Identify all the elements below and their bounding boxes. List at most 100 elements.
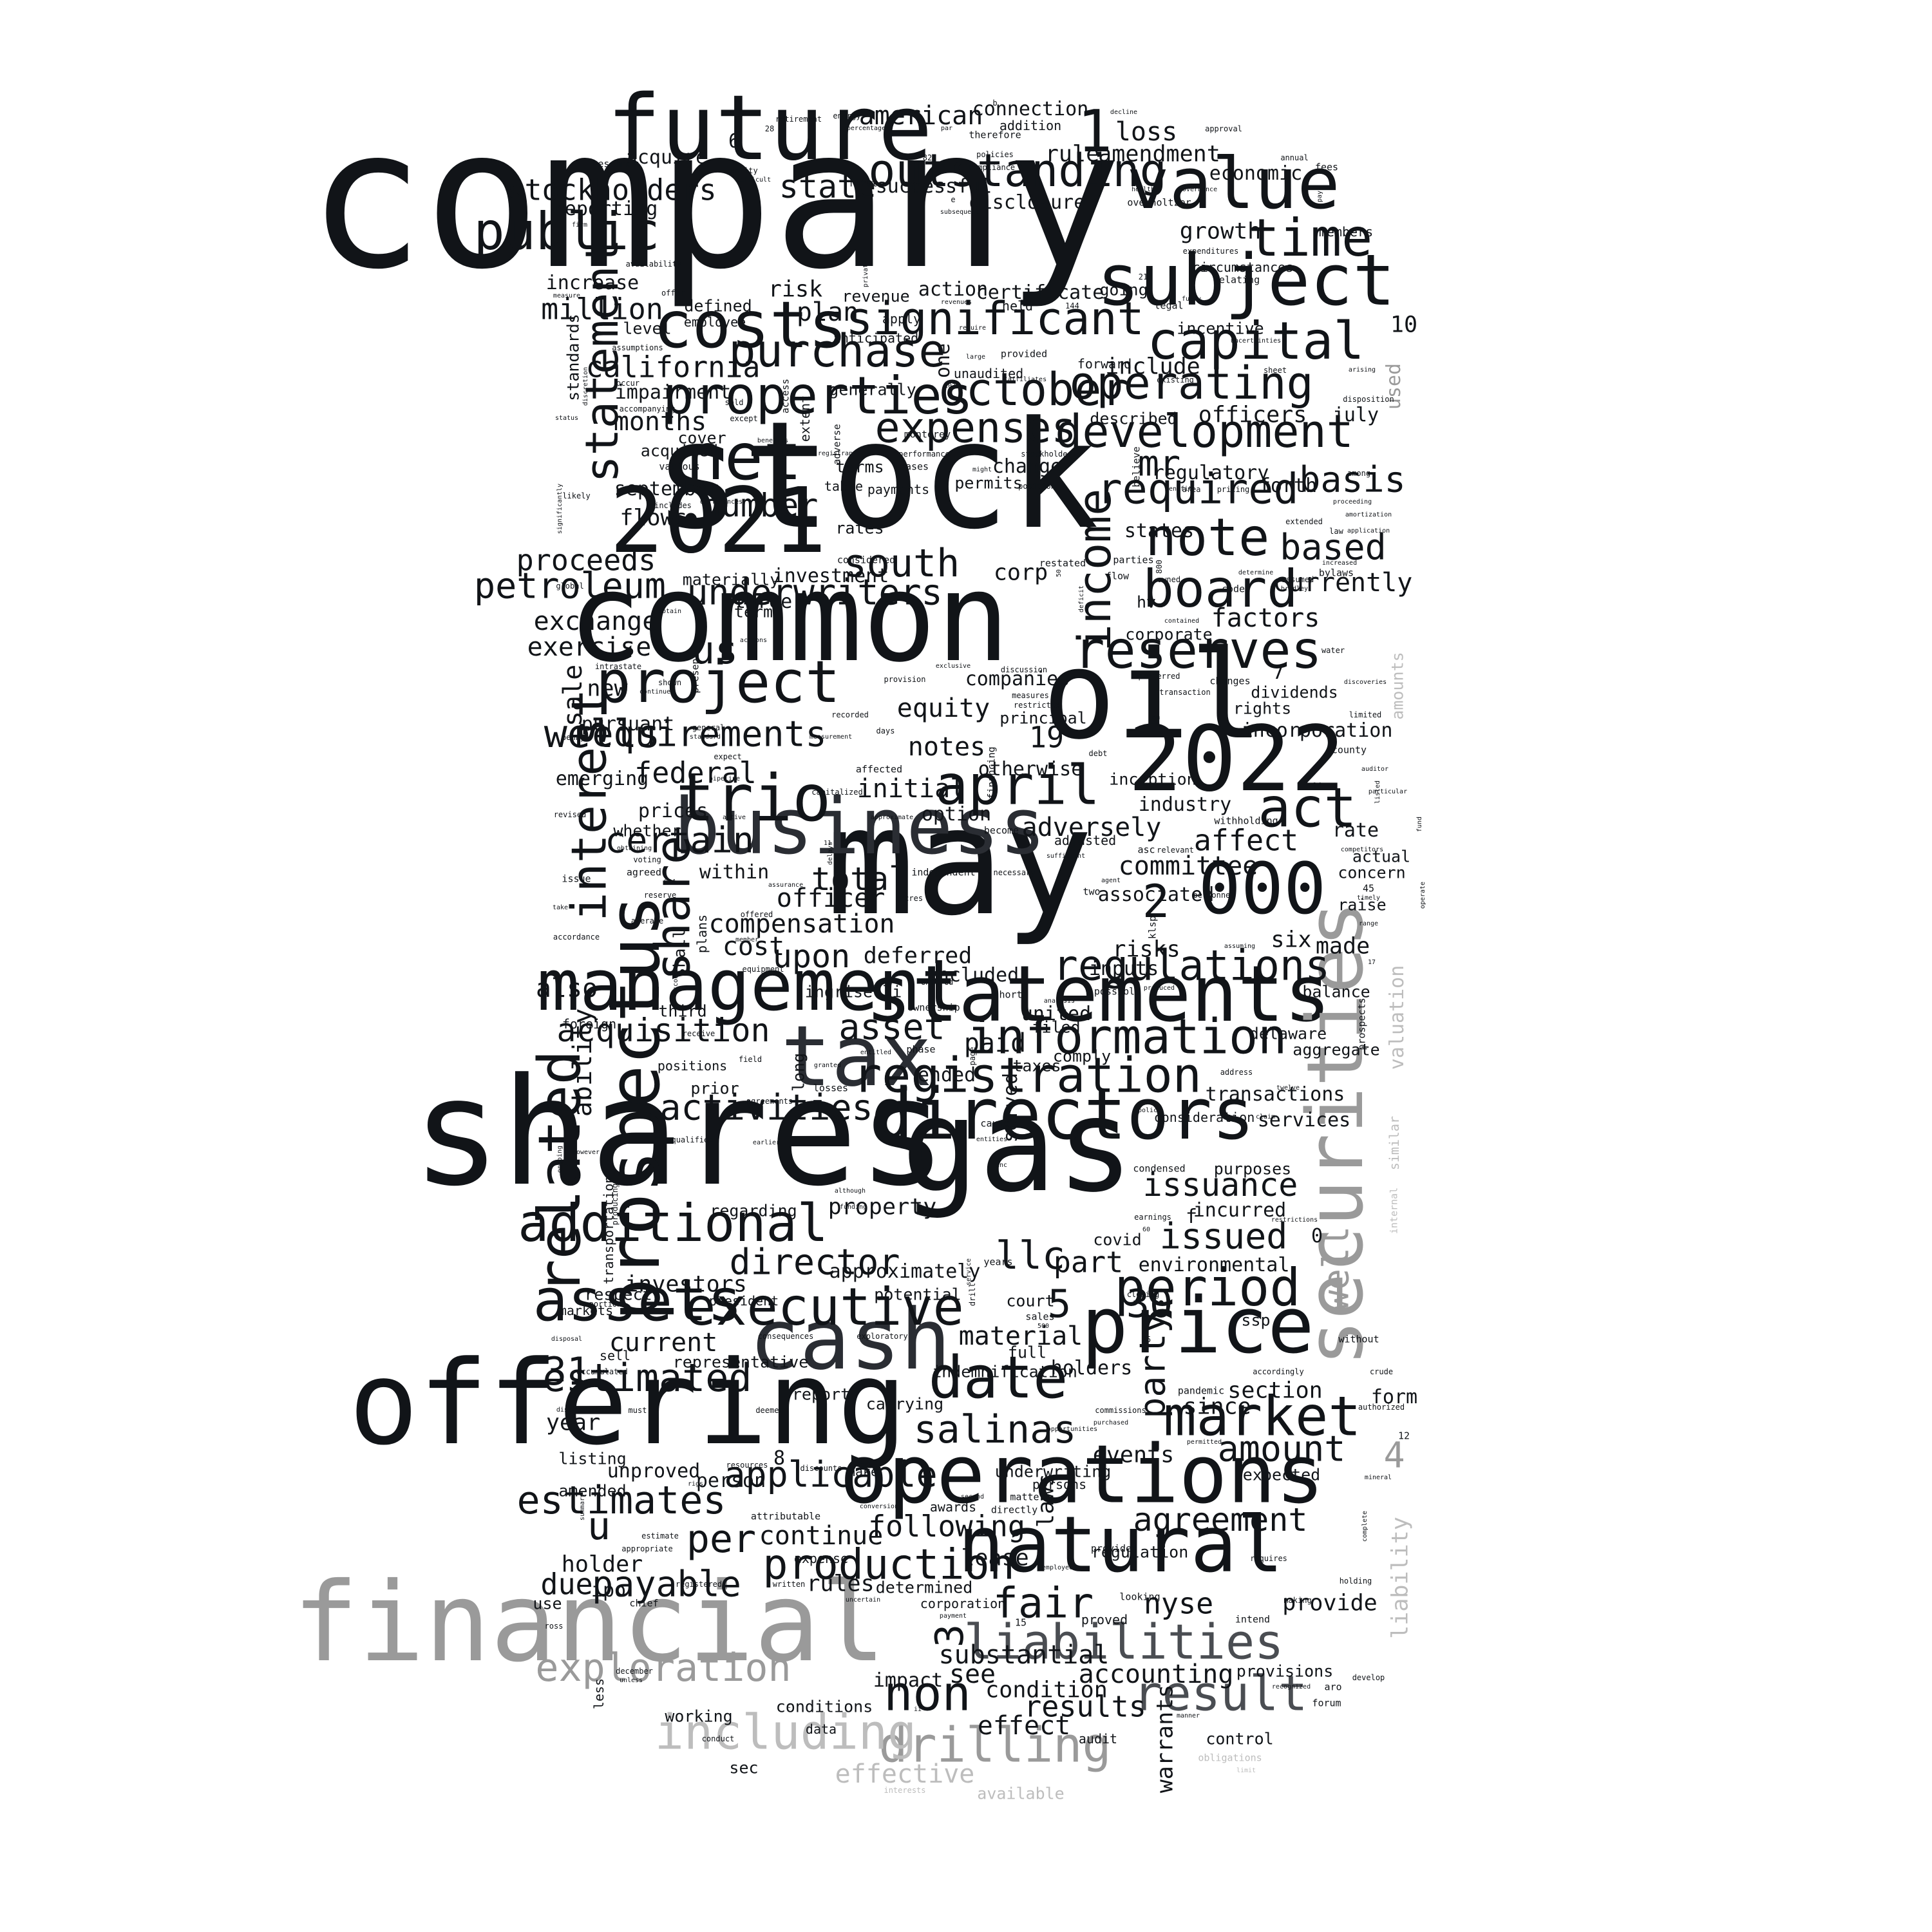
cloud-word: dividends bbox=[1251, 683, 1338, 702]
cloud-word: drilling bbox=[878, 1716, 1112, 1774]
cloud-word: average bbox=[630, 916, 664, 925]
cloud-word: purposes bbox=[1213, 1159, 1292, 1179]
cloud-word: authorized bbox=[1358, 1403, 1405, 1412]
cloud-word: discussion bbox=[1000, 665, 1048, 674]
cloud-word: federal bbox=[634, 755, 757, 790]
cloud-word: long bbox=[789, 1052, 808, 1092]
cloud-word: one bbox=[932, 343, 954, 379]
cloud-word: concern bbox=[1338, 863, 1406, 882]
cloud-word: limit bbox=[1236, 1767, 1256, 1774]
cloud-word: 1 bbox=[1077, 98, 1113, 166]
cloud-word: chief bbox=[629, 1597, 659, 1609]
cloud-word: prospects bbox=[1356, 998, 1368, 1050]
cloud-word: limited bbox=[1349, 710, 1382, 719]
cloud-word: large bbox=[965, 354, 986, 361]
cloud-word: reserve bbox=[643, 891, 677, 900]
cloud-word: relating bbox=[1213, 274, 1260, 286]
cloud-word: time bbox=[1248, 208, 1373, 268]
cloud-word: common bbox=[567, 547, 1010, 689]
cloud-word: 144 bbox=[1065, 301, 1079, 310]
cloud-word: funding bbox=[839, 1204, 867, 1211]
cloud-word: incorporation bbox=[1241, 719, 1393, 742]
cloud-word: klsp bbox=[1146, 915, 1159, 940]
cloud-word: provided bbox=[1000, 348, 1048, 360]
cloud-word: equity bbox=[896, 694, 990, 723]
cloud-word: stockholders bbox=[507, 173, 717, 207]
cloud-word: potential bbox=[874, 1285, 961, 1304]
cloud-word: 7 bbox=[1272, 661, 1285, 684]
cloud-word: attributable bbox=[750, 1510, 821, 1522]
cloud-word: except bbox=[730, 414, 758, 423]
cloud-word: likely bbox=[562, 491, 591, 500]
cloud-word: ended bbox=[917, 1064, 976, 1086]
cloud-word: discounts bbox=[800, 1464, 842, 1473]
cloud-word: first bbox=[848, 177, 878, 189]
cloud-word: ipo bbox=[591, 1579, 627, 1602]
cloud-word: governance bbox=[1178, 186, 1218, 193]
cloud-word: ssp bbox=[1241, 1311, 1271, 1330]
cloud-word: served bbox=[999, 1072, 1022, 1143]
cloud-word: cover bbox=[677, 428, 726, 448]
cloud-word: proved bbox=[1081, 1612, 1128, 1627]
cloud-word: make bbox=[847, 1464, 879, 1479]
cloud-word: forth bbox=[1258, 475, 1318, 497]
cloud-word: investment bbox=[772, 565, 889, 587]
cloud-word: capitalized bbox=[811, 788, 863, 797]
cloud-word: risks bbox=[1112, 936, 1180, 963]
cloud-word: terms bbox=[835, 457, 884, 477]
cloud-word: new bbox=[587, 676, 628, 702]
cloud-word: 11 bbox=[823, 840, 832, 847]
cloud-word: requirements bbox=[571, 713, 827, 755]
cloud-word: effective bbox=[835, 1759, 975, 1789]
cloud-word: described bbox=[1090, 409, 1177, 428]
cloud-word: sec bbox=[729, 1758, 759, 1777]
cloud-word: outstanding bbox=[868, 144, 1167, 197]
cloud-word: distribution bbox=[556, 1406, 603, 1414]
cloud-word: employee bbox=[683, 314, 746, 330]
cloud-word: impairment bbox=[614, 381, 732, 404]
cloud-word: 084 bbox=[663, 878, 676, 886]
cloud-word: commissions bbox=[1095, 1406, 1146, 1415]
cloud-word: summary bbox=[579, 1493, 586, 1521]
cloud-word: expected bbox=[1242, 1465, 1321, 1484]
cloud-word: holding bbox=[1339, 1577, 1372, 1586]
cloud-word: performance bbox=[898, 450, 950, 459]
cloud-word: sales bbox=[1025, 1311, 1055, 1323]
cloud-word: although bbox=[834, 1188, 866, 1195]
cloud-word: september bbox=[614, 478, 719, 500]
cloud-word: project bbox=[596, 649, 840, 716]
cloud-word: net bbox=[685, 419, 802, 495]
cloud-word: 50 bbox=[1056, 569, 1063, 578]
cloud-word: 30 bbox=[1126, 1282, 1173, 1327]
cloud-word: provides bbox=[1090, 1542, 1138, 1555]
cloud-word: prices bbox=[638, 800, 708, 822]
cloud-word: nyse bbox=[1143, 1586, 1214, 1621]
cloud-word: underwriting bbox=[994, 1462, 1112, 1481]
cloud-word: annual bbox=[1280, 153, 1309, 162]
cloud-word: listed bbox=[1374, 780, 1381, 804]
cloud-word: estimates bbox=[516, 1478, 726, 1523]
cloud-word: 17 bbox=[1367, 959, 1376, 966]
cloud-word: exploration bbox=[535, 1645, 791, 1690]
cloud-word: section bbox=[1227, 1378, 1323, 1404]
cloud-word: making bbox=[1283, 1596, 1312, 1605]
cloud-word: working bbox=[665, 1707, 733, 1726]
cloud-word: year bbox=[545, 1410, 601, 1436]
cloud-word: personnel bbox=[1193, 891, 1235, 900]
cloud-word: less bbox=[591, 1678, 607, 1710]
cloud-word: ongoing bbox=[556, 1145, 564, 1173]
cloud-word: growth bbox=[1179, 218, 1262, 245]
cloud-word: particular bbox=[1368, 788, 1408, 795]
cloud-word: exclusive bbox=[935, 663, 971, 670]
cloud-word: december bbox=[616, 1667, 653, 1676]
cloud-word: indemnification bbox=[932, 1362, 1077, 1381]
cloud-word: information bbox=[967, 1008, 1287, 1065]
cloud-word: factors bbox=[1211, 603, 1320, 633]
cloud-word: generally bbox=[829, 380, 916, 399]
cloud-word: b bbox=[992, 99, 998, 108]
cloud-word: water bbox=[1321, 646, 1345, 655]
cloud-word: state bbox=[779, 168, 876, 205]
cloud-word: provision bbox=[884, 675, 926, 684]
cloud-word: ownership bbox=[907, 1001, 960, 1014]
